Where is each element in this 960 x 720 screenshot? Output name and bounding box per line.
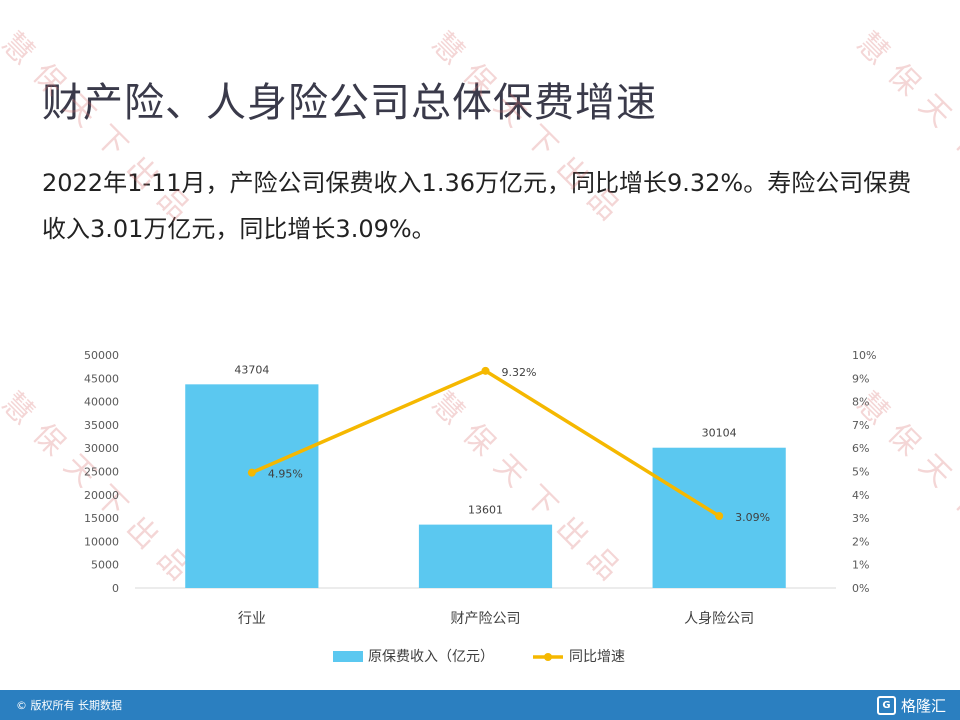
footer-logo-text: 格隆汇 (900, 697, 946, 715)
y-right-tick-label: 2% (852, 535, 869, 548)
y-left-tick-label: 40000 (84, 396, 119, 409)
line-point (247, 468, 256, 477)
y-right-tick-label: 1% (852, 559, 869, 572)
copyright-icon: © (16, 699, 27, 712)
bar-data-label: 43704 (234, 363, 269, 376)
y-left-tick-label: 15000 (84, 512, 119, 525)
y-right-tick-label: 0% (852, 582, 869, 595)
y-right-tick-label: 7% (852, 419, 869, 432)
footer-copyright-text: 版权所有 长期数据 (30, 699, 123, 712)
y-right-tick-label: 3% (852, 512, 869, 525)
y-left-tick-label: 0 (112, 582, 119, 595)
x-tick-label: 财产险公司 (451, 611, 521, 627)
line-data-label: 4.95% (268, 468, 303, 481)
line-point (715, 512, 724, 521)
y-left-tick-label: 30000 (84, 442, 119, 455)
footer-logo: G 格隆汇 (876, 695, 946, 716)
y-right-tick-label: 6% (852, 442, 869, 455)
bar-data-label: 13601 (468, 504, 503, 517)
slide-body-text: 2022年1-11月，产险公司保费收入1.36万亿元，同比增长9.32%。寿险公… (42, 169, 912, 243)
y-right-tick-label: 5% (852, 466, 869, 479)
bar (418, 524, 553, 588)
y-left-tick-label: 10000 (84, 535, 119, 548)
line-point (481, 366, 490, 375)
legend-bar-swatch (333, 651, 363, 662)
series-line (251, 369, 721, 518)
legend-line-marker (544, 653, 552, 661)
g-logo-icon: G (876, 696, 896, 715)
bar (185, 384, 319, 588)
x-tick-label: 人身险公司 (684, 611, 754, 627)
footer-copyright: © 版权所有 长期数据 (16, 697, 122, 713)
legend-label: 原保费收入（亿元） (368, 649, 494, 665)
y-right-tick-label: 10% (852, 349, 876, 362)
slide-title: 财产险、人身险公司总体保费增速 (42, 80, 657, 126)
y-right-tick-label: 8% (852, 396, 869, 409)
legend-label: 同比增速 (569, 649, 625, 665)
y-left-tick-label: 25000 (84, 466, 119, 479)
y-left-tick-label: 50000 (84, 349, 119, 362)
y-right-tick-label: 9% (852, 372, 869, 385)
y-right-tick-label: 4% (852, 489, 869, 502)
y-left-tick-label: 5000 (91, 559, 119, 572)
y-left-tick-label: 35000 (84, 419, 119, 432)
footer-bar: © 版权所有 长期数据 G 格隆汇 (0, 690, 960, 720)
y-left-tick-label: 20000 (84, 489, 119, 502)
line-data-label: 9.32% (502, 366, 537, 379)
chart: 0 5000 10000 15000 20000 25000 30000 35000 40000… (84, 349, 876, 665)
x-tick-label: 行业 (238, 611, 266, 627)
bar-data-label: 30104 (702, 427, 737, 440)
line-data-label: 3.09% (735, 511, 770, 524)
y-left-tick-label: 45000 (84, 372, 119, 385)
